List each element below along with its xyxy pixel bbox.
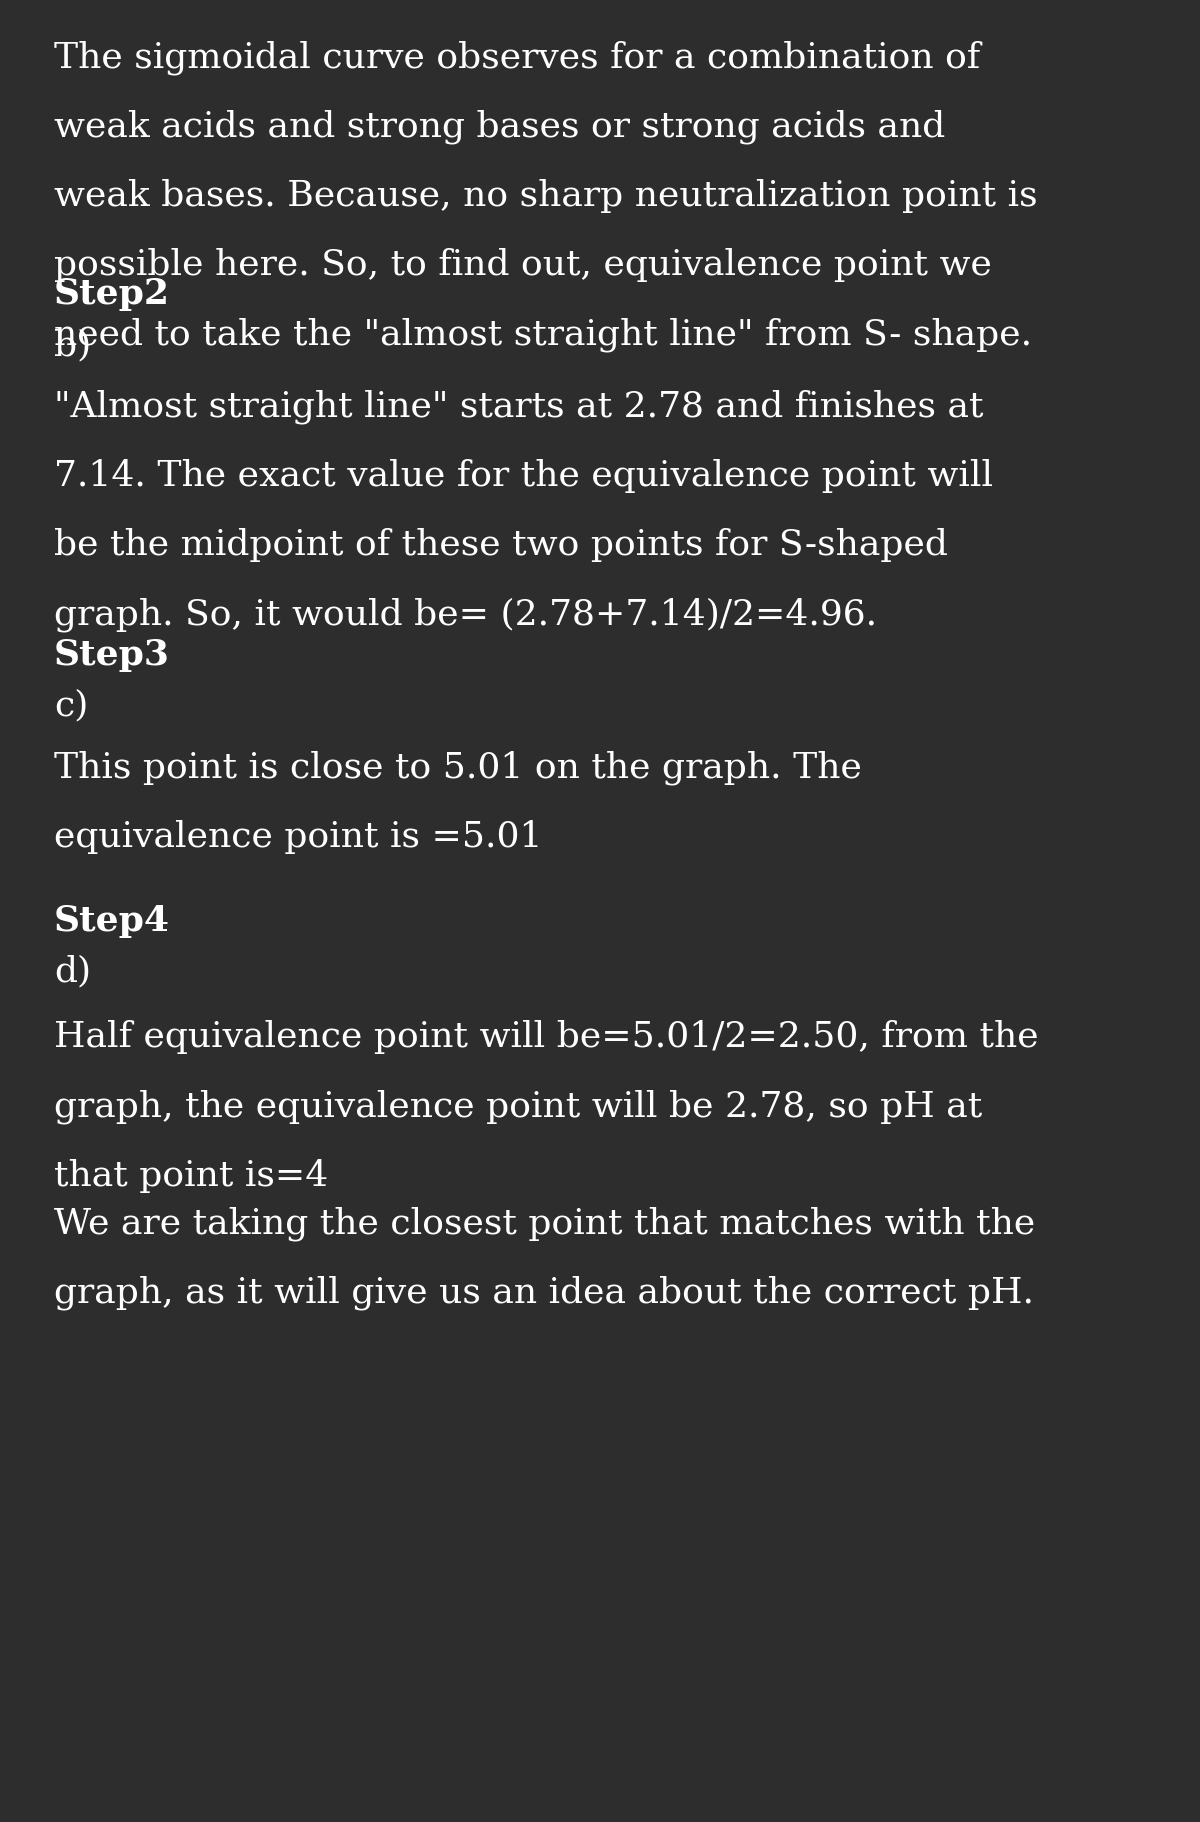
Text: The sigmoidal curve observes for a combination of: The sigmoidal curve observes for a combi…	[54, 40, 980, 75]
Text: Step2: Step2	[54, 277, 170, 312]
Text: 7.14. The exact value for the equivalence point will: 7.14. The exact value for the equivalenc…	[54, 459, 994, 494]
Text: weak bases. Because, no sharp neutralization point is: weak bases. Because, no sharp neutraliza…	[54, 179, 1038, 213]
Text: Step4: Step4	[54, 904, 170, 938]
Text: equivalence point is =5.01: equivalence point is =5.01	[54, 820, 542, 855]
Text: Half equivalence point will be=5.01/2=2.50, from the: Half equivalence point will be=5.01/2=2.…	[54, 1020, 1039, 1055]
Text: need to take the "almost straight line" from S- shape.: need to take the "almost straight line" …	[54, 317, 1032, 352]
Text: b): b)	[54, 328, 91, 363]
Text: possible here. So, to find out, equivalence point we: possible here. So, to find out, equivale…	[54, 248, 992, 282]
Text: c): c)	[54, 689, 89, 723]
Text: d): d)	[54, 955, 91, 989]
Text: This point is close to 5.01 on the graph. The: This point is close to 5.01 on the graph…	[54, 751, 862, 785]
Text: We are taking the closest point that matches with the: We are taking the closest point that mat…	[54, 1206, 1036, 1241]
Text: that point is=4: that point is=4	[54, 1159, 329, 1193]
Text: weak acids and strong bases or strong acids and: weak acids and strong bases or strong ac…	[54, 109, 946, 144]
Text: graph. So, it would be= (2.78+7.14)/2=4.96.: graph. So, it would be= (2.78+7.14)/2=4.…	[54, 598, 877, 632]
Text: "Almost straight line" starts at 2.78 and finishes at: "Almost straight line" starts at 2.78 an…	[54, 390, 984, 425]
Text: graph, as it will give us an idea about the correct pH.: graph, as it will give us an idea about …	[54, 1275, 1034, 1310]
Text: graph, the equivalence point will be 2.78, so pH at: graph, the equivalence point will be 2.7…	[54, 1090, 983, 1124]
Text: be the midpoint of these two points for S-shaped: be the midpoint of these two points for …	[54, 528, 948, 563]
Text: Step3: Step3	[54, 638, 170, 672]
